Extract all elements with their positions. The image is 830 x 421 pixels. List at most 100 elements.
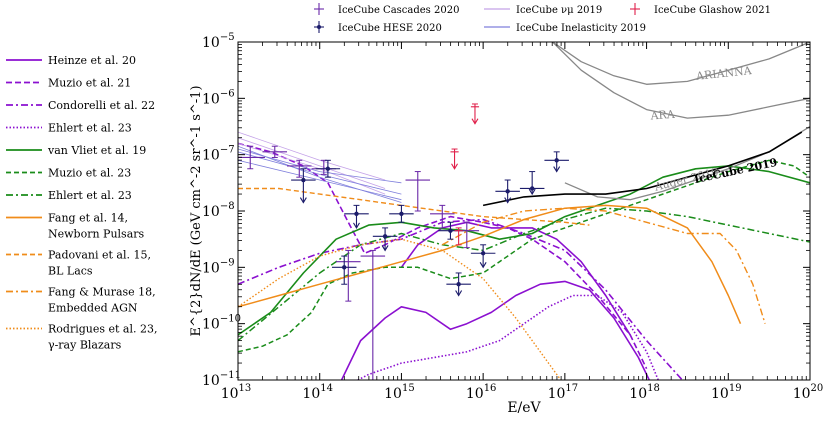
data-point-13	[389, 204, 414, 223]
side-legend-label: Padovani et al. 15,	[48, 249, 151, 262]
series-line-9	[238, 187, 590, 226]
x-tick-label-0: 1013	[221, 383, 252, 402]
series-line-13	[552, 42, 810, 119]
data-point-arrow	[528, 188, 536, 196]
data-point-arrow	[471, 118, 479, 125]
side-legend-label: van Vliet et al. 19	[47, 144, 146, 157]
data-point-arrow	[451, 163, 459, 170]
side-legend-label: Heinze et al. 20	[48, 54, 136, 67]
side-legend-item-4: van Vliet et al. 19	[6, 144, 146, 157]
series-line-17	[238, 131, 386, 181]
top-legend-label-3: IceCube Inelasticity 2019	[516, 23, 646, 34]
side-legend-label: BL Lacs	[48, 265, 93, 278]
y-tick-exponent: −8	[220, 201, 235, 212]
y-axis-label: E^{2}dN/dE (GeV cm^-2 sr^-1 s^-1)	[189, 85, 204, 336]
y-tick-label-4: 10−7	[202, 145, 235, 164]
data-point-marker	[529, 186, 535, 191]
y-tick-label-6: 10−5	[202, 32, 235, 51]
top-legend-label-1: IceCube HESE 2020	[338, 23, 442, 34]
side-legend-label: Fang et al. 14,	[48, 212, 128, 225]
series-line-21	[238, 145, 402, 203]
data-point-marker	[354, 211, 359, 217]
data-point-17	[519, 171, 545, 196]
side-legend-label: γ-ray Blazars	[48, 339, 122, 352]
data-point-6	[405, 171, 431, 212]
side-legend-label: Embedded AGN	[48, 302, 138, 315]
x-tick-exponent: 19	[729, 383, 742, 394]
data-point-10	[315, 159, 341, 178]
side-legend-item-10: Rodrigues et al. 23, γ-ray Blazars	[6, 323, 158, 352]
y-tick-exponent: −10	[220, 314, 241, 325]
data-point-marker	[399, 211, 404, 217]
x-tick-label-3: 1016	[466, 383, 497, 402]
data-point-marker	[554, 158, 559, 163]
side-legend-label: Muzio et al. 21	[48, 77, 131, 90]
top-legend-label-4: IceCube Glashow 2021	[654, 5, 771, 16]
series-line-11	[238, 238, 562, 380]
top-legend-item-2: IceCube νμ 2019	[484, 5, 602, 16]
series-line-16	[238, 137, 386, 189]
data-point-marker	[505, 189, 510, 194]
y-tick-exponent: −9	[220, 257, 235, 268]
data-point-marker	[456, 282, 461, 287]
annotation-0: ARIANNA	[694, 64, 753, 83]
x-tick-label-4: 1017	[548, 383, 579, 402]
x-tick-exponent: 14	[320, 383, 333, 394]
series-line-7	[238, 207, 810, 342]
top-legend-label-2: IceCube νμ 2019	[516, 5, 602, 16]
side-legend-label: Rodrigues et al. 23,	[48, 323, 158, 336]
side-legend-item-2: Condorelli et al. 22	[6, 99, 155, 112]
data-point-marker	[448, 228, 453, 233]
y-tick-label-3: 10−8	[202, 201, 235, 220]
data-point-23	[454, 227, 463, 246]
data-point-7	[430, 204, 455, 229]
data-point-arrow	[479, 262, 487, 269]
side-legend-label: Ehlert et al. 23	[48, 122, 132, 135]
x-axis-label: E/eV	[507, 400, 541, 416]
x-tick-label-6: 1019	[711, 383, 742, 402]
data-point-22	[470, 103, 480, 125]
data-point-21	[450, 148, 459, 170]
side-legend-label: Ehlert et al. 23	[48, 189, 132, 202]
x-tick-exponent: 13	[239, 383, 252, 394]
series-line-22	[238, 159, 402, 201]
side-legend-item-9: Fang & Murase 18, Embedded AGN	[6, 286, 156, 315]
y-tick-label-1: 10−10	[202, 314, 241, 333]
series-line-15	[482, 131, 803, 207]
data-point-arrow	[353, 222, 360, 229]
data-point-marker	[325, 166, 331, 171]
y-tick-exponent: −7	[220, 145, 235, 156]
series-line-20	[238, 151, 402, 195]
top-legend-label-0: IceCube Cascades 2020	[338, 5, 459, 16]
side-legend-item-5: Muzio et al. 23	[6, 167, 131, 180]
annotation-1: ARA	[649, 108, 676, 123]
x-tick-label-5: 1018	[629, 383, 660, 402]
top-legend-item-4: IceCube Glashow 2021	[630, 3, 771, 16]
side-legend-item-7: Fang et al. 14, Newborn Pulsars	[6, 212, 145, 241]
y-axis-label-text: E^{2}dN/dE (GeV cm^-2 sr^-1 s^-1)	[189, 85, 204, 336]
series-line-10	[441, 207, 766, 324]
data-point-1	[262, 145, 288, 158]
side-legend-item-8: Padovani et al. 15, BL Lacs	[6, 249, 151, 278]
top-legend: IceCube Cascades 2020 IceCube HESE 2020 Ic…	[314, 3, 771, 34]
x-tick-label-7: 1020	[793, 383, 824, 402]
side-legend-label: Fang & Murase 18,	[48, 286, 156, 299]
side-legend-item-6: Ehlert et al. 23	[6, 189, 132, 202]
y-tick-exponent: −5	[220, 32, 235, 43]
data-point-16	[495, 179, 520, 204]
x-tick-exponent: 20	[811, 383, 824, 394]
x-tick-exponent: 17	[565, 383, 578, 394]
data-point-11	[344, 204, 369, 229]
data-point-12	[372, 227, 398, 252]
data-point-18	[544, 151, 569, 173]
side-legend-label: Muzio et al. 23	[48, 167, 131, 180]
y-tick-exponent: −11	[220, 370, 241, 381]
data-point-19	[446, 272, 471, 297]
series-line-12	[552, 42, 810, 85]
data-point-marker	[301, 177, 306, 183]
y-tick-label-5: 10−6	[202, 88, 235, 107]
x-tick-label-2: 1015	[384, 383, 415, 402]
side-legend-item-1: Muzio et al. 21	[6, 77, 131, 90]
side-legend-label: Condorelli et al. 22	[48, 99, 155, 112]
